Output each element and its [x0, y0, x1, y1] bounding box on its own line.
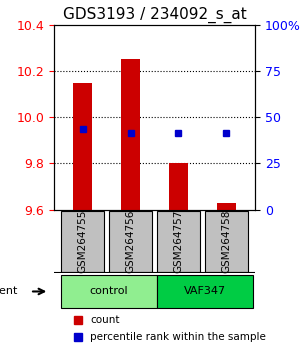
Text: control: control [90, 286, 128, 296]
Text: count: count [90, 315, 120, 325]
Title: GDS3193 / 234092_s_at: GDS3193 / 234092_s_at [63, 7, 246, 23]
Text: GSM264755: GSM264755 [78, 210, 88, 273]
Bar [121, 59, 140, 210]
FancyBboxPatch shape [157, 211, 200, 272]
Text: GSM264756: GSM264756 [126, 210, 136, 273]
Text: VAF347: VAF347 [184, 286, 226, 296]
Bar [73, 82, 92, 210]
FancyBboxPatch shape [61, 275, 157, 308]
Text: agent: agent [0, 286, 18, 296]
FancyBboxPatch shape [61, 211, 104, 272]
FancyBboxPatch shape [205, 211, 248, 272]
Bar [169, 164, 188, 210]
Text: percentile rank within the sample: percentile rank within the sample [90, 332, 266, 342]
Bar [217, 203, 236, 210]
Text: GSM264757: GSM264757 [173, 210, 183, 273]
FancyBboxPatch shape [157, 275, 253, 308]
Text: GSM264758: GSM264758 [221, 210, 231, 273]
FancyBboxPatch shape [109, 211, 152, 272]
